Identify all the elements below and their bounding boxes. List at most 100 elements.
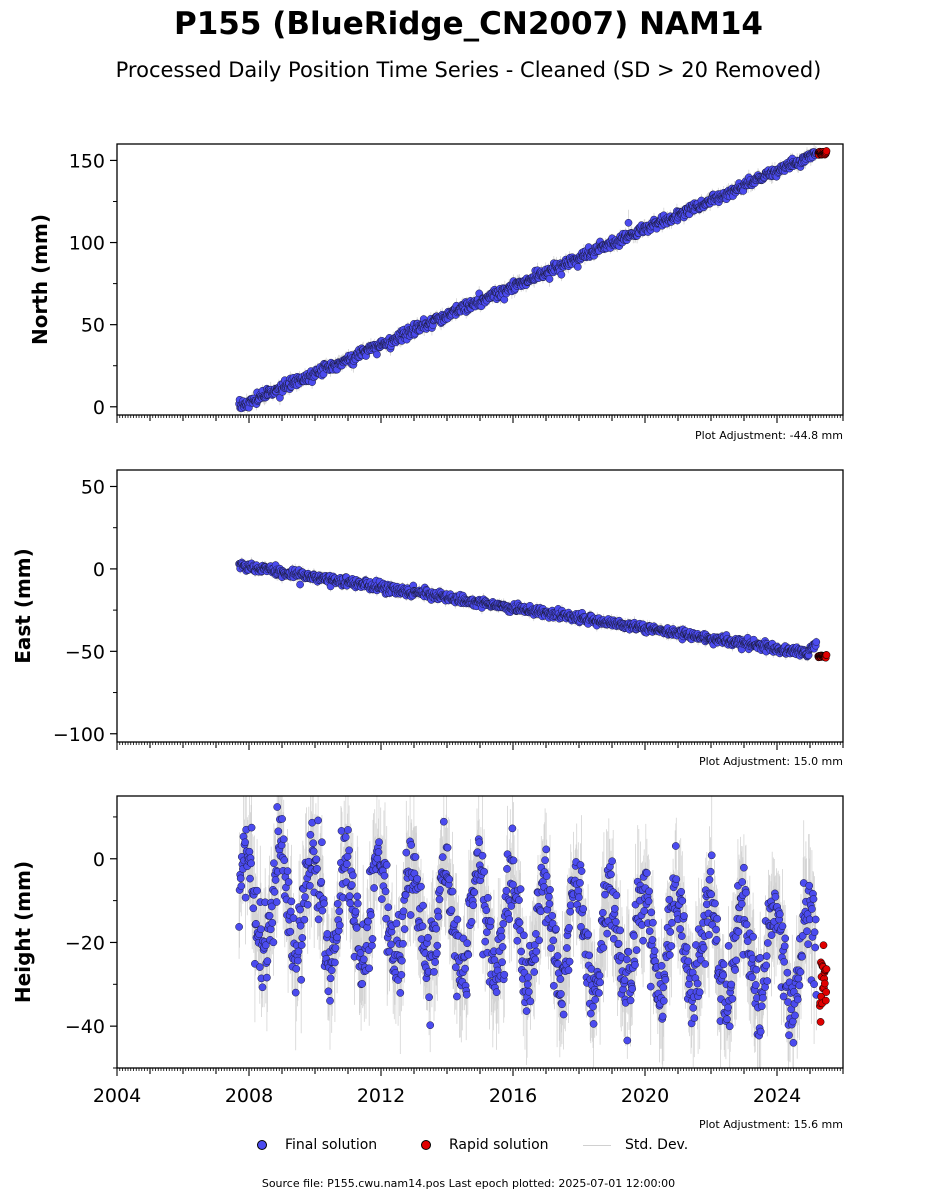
height-final-point [701, 960, 710, 968]
height-final-point [530, 968, 539, 976]
height-final-point [589, 1002, 597, 1011]
height-final-point [547, 944, 555, 952]
height-final-point [381, 887, 390, 896]
height-y-tick-label: 0 [93, 849, 105, 871]
height-final-point [326, 996, 334, 1005]
height-final-point [548, 911, 557, 920]
height-final-point [549, 936, 558, 945]
height-final-point [661, 975, 670, 984]
height-final-point [804, 940, 812, 949]
height-final-point [448, 887, 457, 896]
height-final-point [677, 887, 686, 896]
height-final-point [671, 842, 680, 850]
height-final-point [382, 861, 391, 869]
height-final-point [497, 932, 506, 941]
height-final-point [563, 944, 571, 952]
east-final-point [812, 638, 821, 646]
height-final-point [241, 838, 249, 847]
height-final-point [306, 830, 315, 839]
height-final-point [433, 941, 442, 950]
height-final-point [811, 943, 820, 952]
height-final-point [400, 925, 409, 933]
height-final-point [545, 892, 553, 901]
height-final-point [411, 853, 420, 861]
final-solution-marker-icon [257, 1140, 267, 1150]
height-final-point [331, 944, 340, 952]
height-y-tick-label: −40 [65, 1016, 105, 1038]
height-final-point [762, 961, 771, 970]
height-final-point [620, 976, 629, 985]
height-final-point [425, 993, 433, 1002]
height-final-point [284, 878, 293, 886]
height-final-point [257, 925, 265, 934]
height-final-point [255, 963, 264, 971]
height-final-point [291, 988, 300, 997]
height-final-point [435, 895, 444, 904]
north-rapid-point [822, 147, 831, 155]
height-final-point [757, 1002, 766, 1011]
height-final-point [566, 907, 575, 916]
height-plot-adjustment: Plot Adjustment: 15.6 mm [698, 1118, 843, 1131]
height-final-point [780, 957, 788, 966]
chart-title: P155 (BlueRidge_CN2007) NAM14 [174, 6, 763, 42]
height-final-point [585, 951, 594, 960]
height-final-point [364, 917, 372, 926]
height-final-point [644, 897, 653, 906]
std-dev-line-icon [583, 1144, 611, 1146]
height-final-point [370, 884, 378, 892]
height-final-point [631, 960, 639, 969]
height-final-point [566, 901, 575, 910]
height-final-point [297, 975, 306, 984]
height-final-point [793, 995, 802, 1004]
height-final-point [333, 933, 341, 942]
north-data [235, 144, 831, 415]
height-final-point [628, 984, 637, 993]
height-final-point [253, 886, 261, 895]
height-final-point [598, 908, 607, 917]
height-final-point [728, 994, 737, 1003]
height-final-point [645, 887, 653, 896]
height-final-point [343, 852, 352, 861]
height-final-point [796, 968, 805, 976]
height-rapid-point [821, 996, 830, 1005]
height-final-point [286, 927, 295, 936]
height-final-point [596, 978, 604, 987]
height-final-point [509, 856, 518, 865]
height-final-point [732, 956, 741, 965]
north-y-tick-label: 150 [69, 150, 105, 172]
height-final-point [531, 955, 540, 964]
height-final-point [365, 964, 374, 973]
height-final-point [505, 915, 514, 924]
height-final-point [779, 992, 788, 1001]
height-final-point [624, 947, 633, 956]
height-final-point [314, 816, 322, 825]
height-final-point [630, 932, 638, 940]
height-final-point [287, 897, 296, 906]
height-final-point [609, 934, 618, 943]
height-final-point [513, 936, 522, 945]
north-final-point [545, 275, 554, 283]
height-final-point [559, 1010, 568, 1019]
height-final-point [451, 963, 460, 972]
height-final-point [353, 892, 362, 901]
height-final-point [500, 970, 509, 979]
height-final-point [546, 885, 554, 894]
height-final-point [273, 803, 282, 811]
height-final-point [532, 947, 541, 956]
height-final-point [775, 910, 784, 919]
height-final-point [584, 930, 592, 939]
height-final-point [809, 895, 818, 903]
height-final-point [740, 863, 748, 872]
height-final-point [482, 928, 491, 937]
height-final-point [577, 867, 586, 875]
height-final-point [545, 899, 554, 908]
height-final-point [658, 1012, 667, 1021]
height-final-point [693, 979, 702, 988]
height-final-point [575, 893, 583, 902]
height-final-point [607, 870, 615, 879]
height-final-point [783, 968, 792, 977]
height-final-point [541, 856, 549, 865]
height-final-point [438, 853, 447, 861]
height-final-point [347, 881, 356, 889]
height-final-point [313, 864, 321, 873]
